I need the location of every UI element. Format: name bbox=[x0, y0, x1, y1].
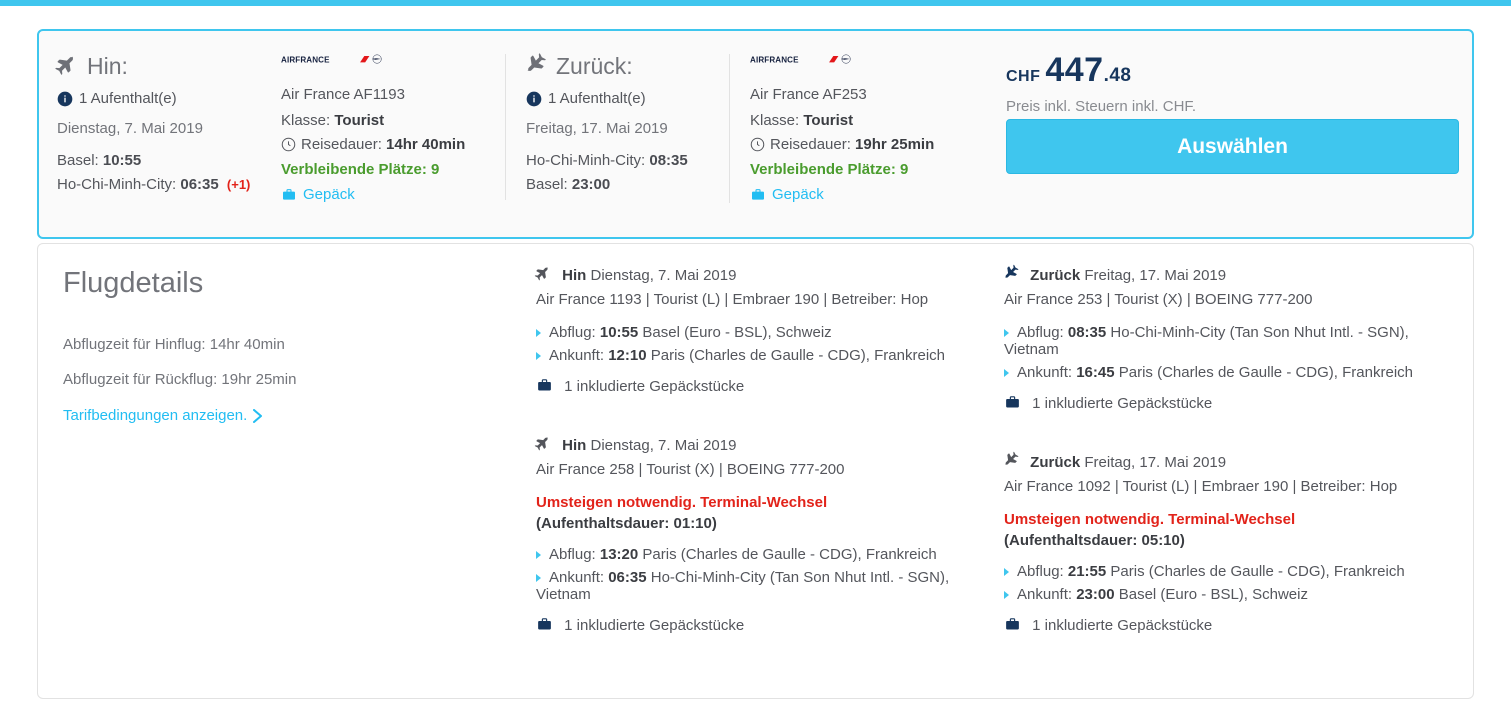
svg-text:AIRFRANCE: AIRFRANCE bbox=[750, 55, 799, 64]
svg-text:AIRFRANCE: AIRFRANCE bbox=[281, 55, 330, 64]
